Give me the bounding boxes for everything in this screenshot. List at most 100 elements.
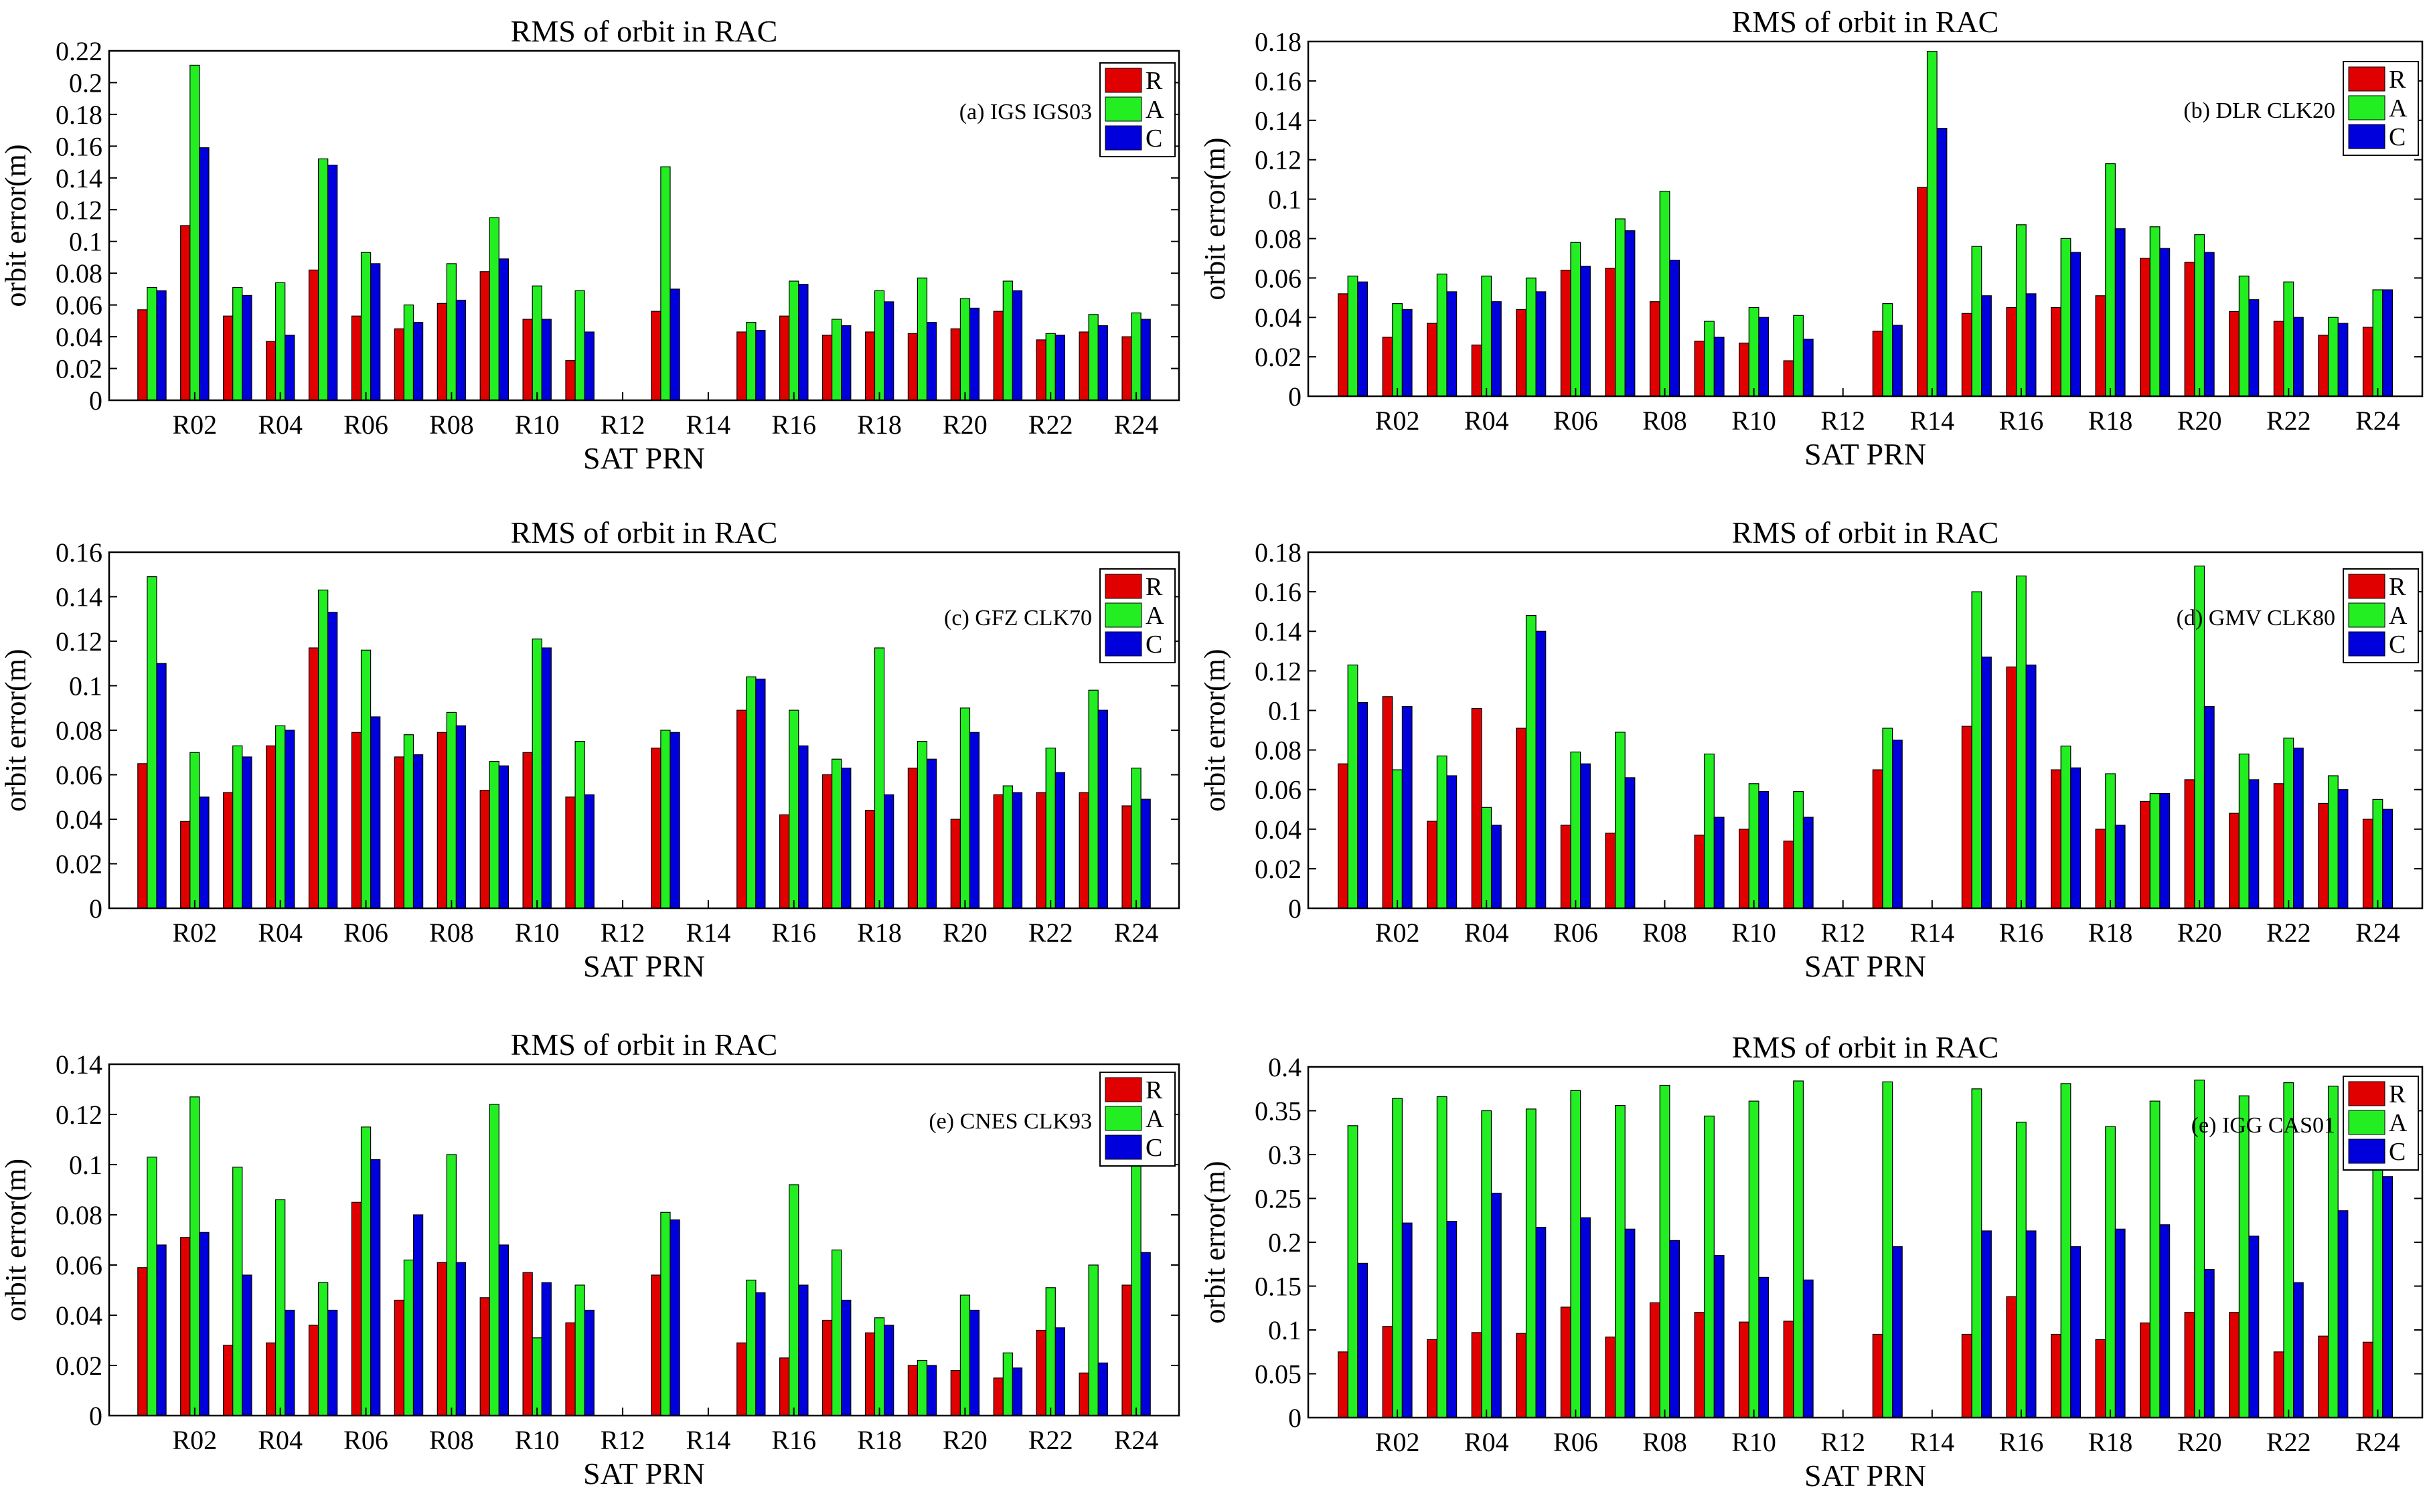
- bar-A-R16: [2016, 575, 2027, 909]
- bar-A-R04: [275, 1199, 286, 1416]
- legend-label-R: R: [2389, 573, 2406, 601]
- bar-R-R17: [821, 1319, 833, 1416]
- chart-title: RMS of orbit in RAC: [511, 1027, 778, 1062]
- bar-C-R18: [883, 301, 894, 401]
- bar-A-R11: [574, 740, 585, 909]
- legend-label-C: C: [2389, 631, 2406, 659]
- x-tick-label: R08: [429, 1425, 474, 1455]
- bar-R-R04: [1471, 344, 1482, 397]
- x-tick-label: R16: [771, 1425, 816, 1455]
- bar-R-R06: [351, 1201, 362, 1416]
- bar-A-R15: [746, 322, 757, 401]
- panel-annotation: (d) GMV CLK80: [2177, 606, 2335, 631]
- y-tick-label: 0.08: [56, 716, 102, 746]
- y-axis-label: orbit error(m): [1198, 1161, 1231, 1323]
- bar-C-R04: [285, 335, 295, 401]
- y-tick-label: 0.14: [1255, 106, 1302, 136]
- bar-A-R04: [1481, 807, 1492, 909]
- bar-A-R09: [489, 1104, 499, 1416]
- bar-C-R21: [1012, 290, 1023, 401]
- bar-R-R11: [565, 796, 576, 909]
- plot-frame: [108, 1063, 1180, 1417]
- bar-A-R07: [403, 305, 414, 401]
- x-tick-label: R12: [601, 918, 645, 948]
- bar-R-R24: [1121, 336, 1132, 401]
- bar-A-R16: [789, 280, 799, 401]
- legend-swatch-C: [2348, 1139, 2385, 1164]
- bar-R-R21: [2229, 311, 2240, 397]
- legend-label-A: A: [2389, 1109, 2408, 1137]
- bar-A-R20: [959, 298, 971, 401]
- bar-C-R06: [1580, 266, 1591, 397]
- bar-A-R20: [959, 707, 971, 909]
- bar-A-R22: [2283, 738, 2294, 909]
- bar-C-R13: [1892, 1246, 1903, 1418]
- legend-swatch-C: [1105, 631, 1142, 657]
- bar-R-R06: [351, 315, 362, 401]
- bar-C-R06: [370, 1159, 381, 1416]
- bar-R-R17: [821, 335, 833, 401]
- bar-A-R02: [1392, 769, 1403, 909]
- bar-C-R07: [1624, 777, 1636, 909]
- bar-C-R03: [1446, 775, 1458, 909]
- bar-R-R01: [137, 309, 148, 401]
- y-tick-label: 0.15: [1255, 1272, 1302, 1302]
- bar-A-R19: [2149, 792, 2161, 909]
- bar-A-R01: [147, 1157, 157, 1416]
- bar-A-R03: [1436, 273, 1447, 397]
- bar-R-R16: [2006, 666, 2017, 909]
- y-tick-label: 0.14: [1255, 616, 1302, 647]
- bar-A-R10: [532, 1337, 542, 1416]
- bar-A-R02: [1392, 303, 1403, 397]
- panel-annotation: (e) CNES CLK93: [929, 1109, 1092, 1134]
- bar-R-R24: [1121, 805, 1132, 909]
- bar-C-R10: [1758, 317, 1770, 397]
- bar-C-R16: [798, 745, 809, 909]
- bar-C-R06: [370, 716, 381, 909]
- x-tick-label: R16: [771, 918, 816, 948]
- bar-C-R17: [841, 1299, 852, 1416]
- bar-R-R02: [180, 225, 191, 401]
- bar-C-R05: [1535, 291, 1547, 397]
- x-tick-label: R20: [2177, 1427, 2222, 1457]
- bar-C-R11: [584, 794, 595, 909]
- bar-A-R04: [1481, 1110, 1492, 1418]
- bar-R-R20: [2184, 1312, 2195, 1418]
- bar-A-R05: [318, 158, 329, 401]
- bar-R-R03: [223, 1345, 234, 1416]
- bar-C-R01: [156, 663, 167, 909]
- x-tick-label: R24: [2355, 918, 2400, 948]
- bar-R-R07: [1605, 833, 1616, 909]
- bar-R-R20: [950, 328, 961, 401]
- bar-A-R15: [1971, 246, 1982, 397]
- bar-R-R18: [864, 331, 876, 401]
- bar-A-R07: [1615, 218, 1626, 397]
- bar-R-R09: [1694, 1312, 1705, 1418]
- legend-label-R: R: [2389, 66, 2406, 94]
- bar-C-R16: [2025, 1230, 2037, 1418]
- x-axis-label: SAT PRN: [1804, 1458, 1926, 1493]
- x-tick-label: R06: [1553, 1427, 1598, 1457]
- bar-A-R19: [917, 740, 928, 909]
- bar-R-R16: [779, 1357, 790, 1416]
- bar-R-R19: [2140, 258, 2150, 397]
- bar-A-R03: [232, 286, 243, 401]
- bar-A-R08: [446, 711, 457, 909]
- legend-label-A: A: [1146, 1105, 1164, 1133]
- bar-A-R15: [746, 1279, 757, 1416]
- bar-R-R22: [1036, 339, 1046, 401]
- bar-C-R20: [2203, 252, 2215, 397]
- bar-C-R02: [1401, 705, 1413, 909]
- bar-A-R17: [2060, 238, 2071, 397]
- bar-C-R07: [1624, 1228, 1636, 1418]
- bar-R-R04: [266, 1342, 277, 1416]
- bar-C-R18: [2114, 228, 2126, 397]
- legend-swatch-A: [2348, 1110, 2385, 1135]
- bar-C-R24: [2382, 809, 2394, 909]
- bar-A-R11: [1793, 790, 1804, 909]
- bar-R-R15: [1961, 1333, 1972, 1418]
- bar-A-R01: [1347, 275, 1358, 397]
- legend-swatch-A: [2348, 602, 2385, 628]
- legend-label-R: R: [1146, 573, 1163, 601]
- y-axis-label: orbit error(m): [0, 1159, 32, 1321]
